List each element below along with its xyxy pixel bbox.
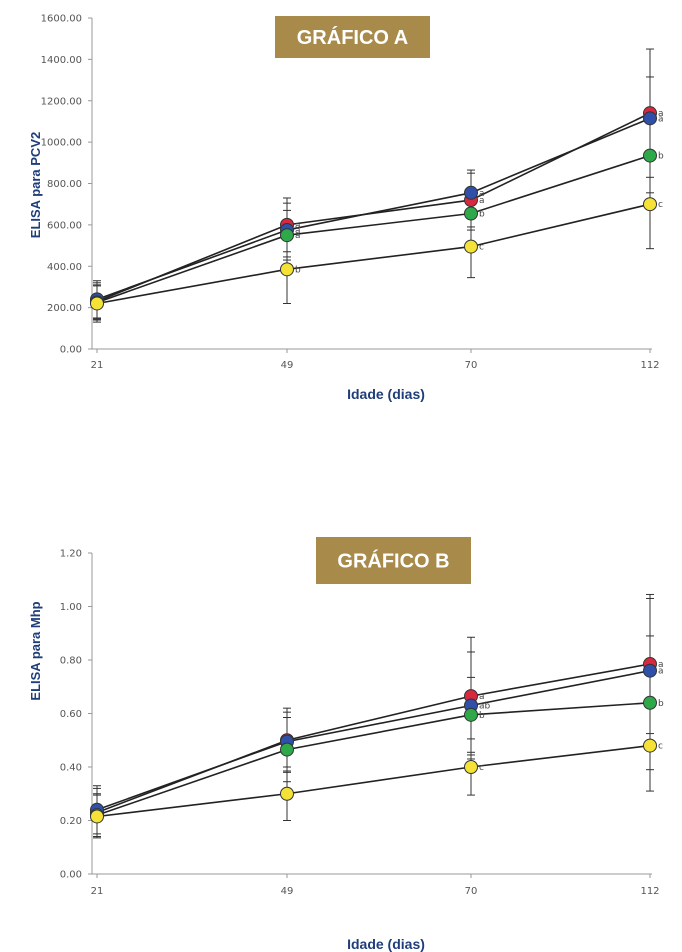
y-tick-label: 1.20 (60, 549, 82, 560)
y-tick-label: 0.80 (60, 656, 82, 667)
series-line (96, 669, 651, 811)
chart-a: 0.00 200.00 400.00 600.00 800.00 1000.00 1200.… (28, 14, 664, 403)
significance-label: a (295, 221, 301, 231)
y-tick-label: 1600.00 (41, 14, 82, 25)
data-point (280, 262, 294, 277)
data-point (643, 695, 657, 710)
significance-label: a (295, 231, 301, 241)
title-badge (275, 16, 430, 58)
title-badge (316, 537, 471, 584)
significance-label: a (479, 692, 485, 702)
data-point (643, 148, 657, 163)
x-tick-label: 112 (640, 886, 659, 897)
significance-label: b (295, 265, 301, 275)
y-tick-label: 0.00 (60, 870, 82, 881)
x-tick-label: 21 (91, 360, 104, 371)
significance-label: c (658, 742, 663, 752)
y-tick-label: 0.20 (60, 816, 82, 827)
data-point (464, 239, 478, 254)
significance-label: b (479, 711, 485, 721)
x-tick-label: 49 (281, 360, 294, 371)
y-tick-label: 1000.00 (41, 138, 82, 149)
significance-label: ab (479, 701, 491, 711)
y-tick-label: 0.40 (60, 763, 82, 774)
x-tick-label: 49 (281, 886, 294, 897)
data-point (643, 111, 657, 126)
data-point (464, 707, 478, 722)
series-line (96, 112, 651, 303)
significance-label: c (479, 243, 484, 253)
y-tick-label: 800.00 (47, 179, 82, 190)
significance-label: a (658, 667, 664, 677)
data-point (643, 738, 657, 753)
y-tick-label: 1400.00 (41, 55, 82, 66)
y-tick-label: 600.00 (47, 220, 82, 231)
significance-label: a (479, 196, 485, 206)
data-point (280, 786, 294, 801)
x-axis-title: Idade (dias) (347, 936, 425, 952)
y-tick-label: 1200.00 (41, 96, 82, 107)
data-point (280, 228, 294, 243)
x-axis-title: Idade (dias) (347, 386, 425, 402)
data-point (464, 760, 478, 774)
x-tick-label: 112 (640, 360, 659, 371)
significance-label: a (658, 660, 664, 670)
significance-label: a (658, 114, 664, 124)
data-point (280, 742, 294, 757)
data-point (643, 197, 657, 212)
x-tick-label: 21 (91, 886, 104, 897)
y-tick-label: 400.00 (47, 262, 82, 273)
significance-label: a (479, 189, 485, 199)
series-line (96, 117, 651, 301)
y-axis-title: ELISA para Mhp (28, 601, 43, 700)
significance-label: b (658, 699, 664, 709)
data-point (90, 296, 104, 311)
chart-title: GRÁFICO B (337, 550, 449, 573)
y-tick-label: 0.00 (60, 345, 82, 356)
y-tick-label: 1.00 (60, 602, 82, 613)
series-line (96, 154, 651, 304)
data-point (643, 663, 657, 678)
significance-label: a (658, 109, 664, 119)
y-axis-title: ELISA para PCV2 (28, 132, 43, 238)
series-line (96, 744, 651, 818)
significance-label: b (479, 209, 485, 219)
significance-label: a (295, 226, 301, 236)
significance-label: c (479, 763, 484, 773)
data-point (90, 809, 104, 824)
significance-label: b (658, 152, 664, 162)
series-line (96, 203, 651, 305)
y-tick-label: 200.00 (47, 303, 82, 314)
significance-label: c (658, 200, 663, 210)
y-tick-label: 0.60 (60, 709, 82, 720)
data-point (464, 185, 478, 200)
x-tick-label: 70 (465, 360, 478, 371)
chart-title: GRÁFICO A (297, 26, 408, 49)
data-point (464, 206, 478, 221)
series-line (96, 702, 651, 816)
chart-b: 0.00 0.20 0.40 0.60 0.80 1.00 1.20 21 49 70 112 Ida… (28, 537, 664, 952)
x-tick-label: 70 (465, 886, 478, 897)
